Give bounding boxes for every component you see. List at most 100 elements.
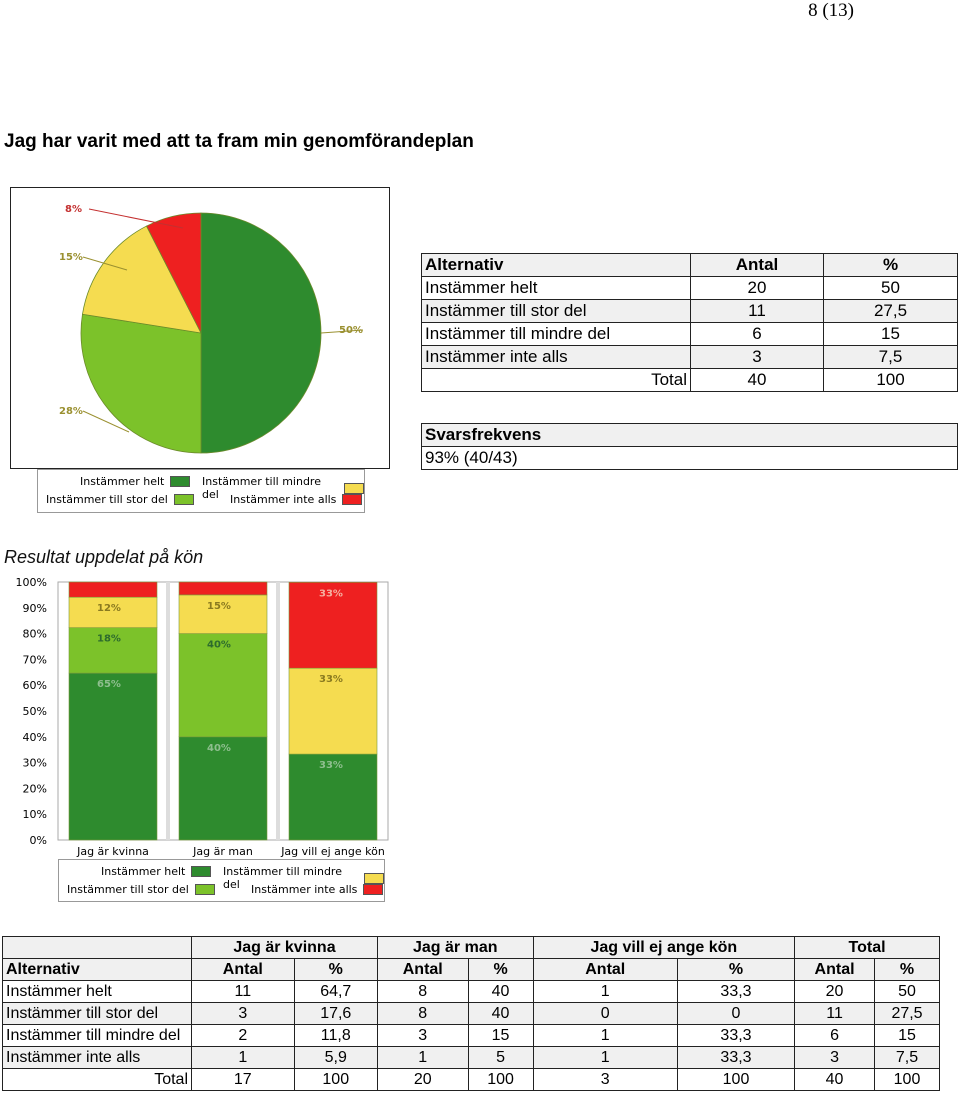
total-value: 100 bbox=[293, 1068, 378, 1091]
legend-item-helt: Instämmer helt bbox=[80, 475, 191, 488]
header-percent: % bbox=[823, 253, 958, 277]
y-tick-label: 20% bbox=[23, 782, 47, 795]
legend-label: Instämmer helt bbox=[80, 475, 165, 488]
x-tick-label: Jag är kvinna bbox=[76, 845, 149, 858]
y-tick-label: 40% bbox=[23, 731, 47, 744]
row-label: Instämmer till stor del bbox=[421, 299, 691, 323]
page-number: 8 (13) bbox=[808, 0, 854, 21]
column-subheader: Antal bbox=[794, 958, 876, 981]
legend-label: Instämmer till stor del bbox=[67, 883, 189, 896]
bar-segment bbox=[178, 594, 268, 634]
page-heading: Jag har varit med att ta fram min genomf… bbox=[4, 131, 474, 152]
bar-data-label: 12% bbox=[97, 603, 121, 614]
bar-segment bbox=[288, 667, 378, 755]
x-tick-label: Jag är man bbox=[192, 845, 253, 858]
legend-label: Instämmer helt bbox=[101, 865, 186, 878]
y-tick-label: 100% bbox=[16, 576, 47, 589]
row-value: 11,8 bbox=[293, 1024, 378, 1047]
row-value: 1 bbox=[532, 1046, 678, 1069]
y-tick-label: 10% bbox=[23, 808, 47, 821]
pie-leader-line bbox=[320, 329, 364, 334]
y-tick-label: 80% bbox=[23, 628, 47, 641]
column-subheader: Antal bbox=[376, 958, 469, 981]
y-tick-label: 30% bbox=[23, 757, 47, 770]
response-rate-value: 93% (40/43) bbox=[421, 446, 958, 470]
pie-leader-line bbox=[82, 410, 130, 433]
row-label: Instämmer inte alls bbox=[2, 1046, 192, 1069]
row-antal: 3 bbox=[690, 345, 824, 369]
empty-cell bbox=[2, 936, 192, 959]
bar-segment bbox=[178, 633, 268, 738]
row-value: 8 bbox=[376, 1002, 469, 1025]
bar-legend: Instämmer helt Instämmer till stor del I… bbox=[58, 859, 385, 902]
legend-swatch bbox=[173, 494, 194, 505]
legend-label: Instämmer inte alls bbox=[251, 883, 358, 896]
row-value: 7,5 bbox=[874, 1046, 940, 1069]
header-alternativ: Alternativ bbox=[421, 253, 691, 277]
pie-chart: 50% 28% 15% 8% bbox=[59, 204, 364, 454]
bar-data-label: 33% bbox=[319, 588, 343, 599]
table-row: Instämmer till stor del 3 17,6 8 40 0 0 11 27,5 bbox=[2, 1002, 940, 1025]
row-value: 0 bbox=[676, 1002, 796, 1025]
row-value: 15 bbox=[874, 1024, 940, 1047]
column-subheader: % bbox=[467, 958, 534, 981]
row-value: 15 bbox=[467, 1024, 534, 1047]
row-label: Instämmer till mindre del bbox=[2, 1024, 192, 1047]
bar-segment bbox=[288, 581, 378, 669]
pie-slice-label: 28% bbox=[59, 406, 83, 417]
row-label: Instämmer till mindre del bbox=[421, 322, 691, 346]
bar-data-label: 33% bbox=[319, 674, 343, 685]
row-value: 5,9 bbox=[293, 1046, 378, 1069]
legend-item-mindre: Instämmer till mindre del bbox=[202, 475, 364, 501]
legend-item-inte: Instämmer inte alls bbox=[251, 883, 384, 896]
legend-item-inte: Instämmer inte alls bbox=[230, 493, 363, 506]
row-percent: 7,5 bbox=[823, 345, 958, 369]
group-header: Total bbox=[794, 936, 940, 959]
y-tick-label: 70% bbox=[23, 653, 47, 666]
response-rate-label: Svarsfrekvens bbox=[421, 423, 958, 447]
row-value: 6 bbox=[794, 1024, 876, 1047]
total-label: Total bbox=[421, 368, 691, 392]
bar-segment bbox=[68, 672, 158, 841]
row-value: 3 bbox=[794, 1046, 876, 1069]
row-value: 33,3 bbox=[676, 1046, 796, 1069]
bar-data-label: 40% bbox=[207, 743, 231, 754]
row-label: Instämmer helt bbox=[421, 276, 691, 300]
legend-swatch bbox=[342, 494, 363, 505]
row-value: 50 bbox=[874, 980, 940, 1003]
column-subheader: Alternativ bbox=[2, 958, 192, 981]
row-value: 40 bbox=[467, 980, 534, 1003]
total-value: 100 bbox=[874, 1068, 940, 1091]
column-subheader: % bbox=[676, 958, 796, 981]
gender-table: Jag är kvinna Jag är man Jag vill ej ang… bbox=[2, 936, 940, 1091]
row-value: 1 bbox=[532, 980, 678, 1003]
row-value: 1 bbox=[191, 1046, 295, 1069]
bar-data-label: 15% bbox=[207, 601, 231, 612]
row-label: Instämmer helt bbox=[2, 980, 192, 1003]
legend-swatch bbox=[170, 476, 191, 487]
bar-data-label: 18% bbox=[97, 634, 121, 645]
pie-slice bbox=[82, 225, 202, 334]
bar-data-label: 65% bbox=[97, 679, 121, 690]
legend-swatch bbox=[191, 866, 212, 877]
total-value: 3 bbox=[532, 1068, 678, 1091]
legend-item-helt: Instämmer helt bbox=[101, 865, 212, 878]
bar-segment bbox=[178, 736, 268, 841]
row-value: 2 bbox=[191, 1024, 295, 1047]
row-value: 8 bbox=[376, 980, 469, 1003]
legend-swatch bbox=[194, 884, 215, 895]
pie-slice bbox=[80, 313, 202, 454]
row-antal: 20 bbox=[690, 276, 824, 300]
pie-slice bbox=[200, 212, 322, 454]
total-label: Total bbox=[2, 1068, 192, 1091]
legend-swatch bbox=[363, 884, 384, 895]
column-subheader: Antal bbox=[191, 958, 295, 981]
row-value: 20 bbox=[794, 980, 876, 1003]
pie-chart-panel: 50% 28% 15% 8% bbox=[10, 187, 390, 469]
row-value: 0 bbox=[532, 1002, 678, 1025]
pie-slice-label: 50% bbox=[339, 325, 363, 336]
bar-data-label: 40% bbox=[207, 640, 231, 651]
pie-slice-label: 15% bbox=[59, 252, 83, 263]
row-value: 40 bbox=[467, 1002, 534, 1025]
bar-segment bbox=[68, 581, 158, 598]
